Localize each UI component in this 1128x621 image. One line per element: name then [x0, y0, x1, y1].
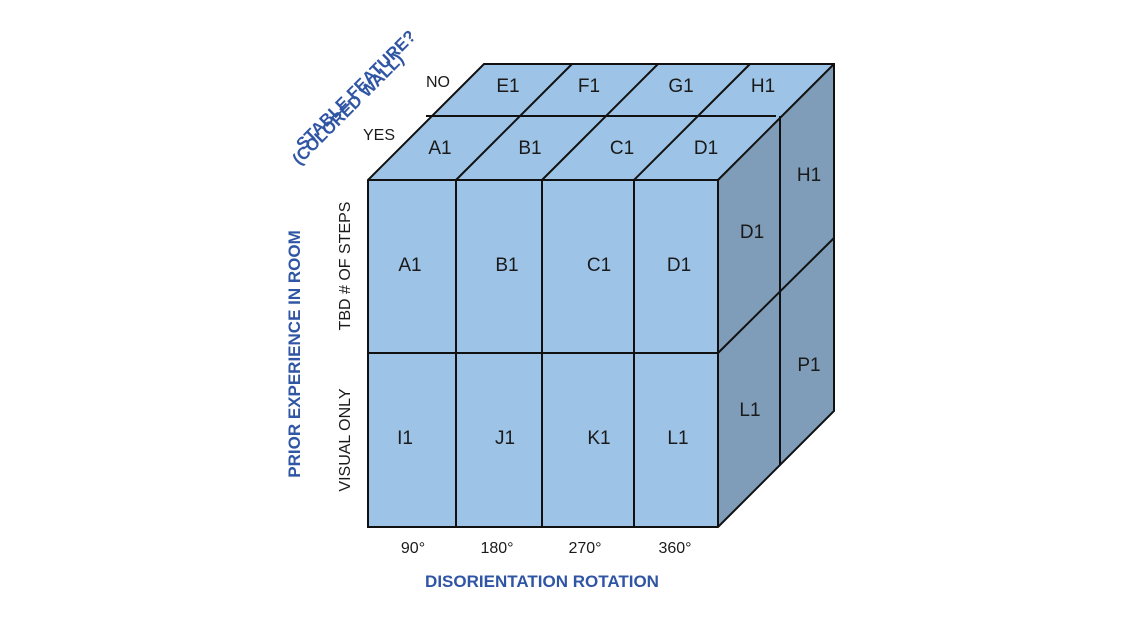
top-cell-label: B1: [518, 138, 541, 159]
side-cell-label: L1: [739, 400, 760, 421]
front-cell-label: J1: [495, 428, 515, 449]
y-tick-label: TBD # OF STEPS: [337, 202, 354, 331]
side-cell-label: H1: [797, 165, 821, 186]
front-cell-label: K1: [587, 428, 610, 449]
top-cell-label: D1: [694, 138, 718, 159]
x-tick-label: 360°: [658, 540, 691, 557]
front-cell-label: C1: [587, 255, 611, 276]
side-divider-horizontal: [717, 237, 835, 354]
front-cell-label: A1: [398, 255, 421, 276]
top-divider-depth-3: [633, 63, 751, 181]
x-tick-label: 270°: [568, 540, 601, 557]
y-tick-label: VISUAL ONLY: [337, 388, 354, 491]
top-cell-label: H1: [751, 76, 775, 97]
z-tick-label: NO: [426, 74, 450, 91]
z-axis-title-line-2: (COLORED WALL): [289, 50, 408, 169]
top-divider-depth-2: [541, 63, 659, 181]
front-cell-label: L1: [667, 428, 688, 449]
cube-top-corner-edge: [717, 63, 835, 181]
side-cell-label: D1: [740, 222, 764, 243]
front-cell-label: I1: [397, 428, 413, 449]
x-tick-label: 180°: [480, 540, 513, 557]
z-tick-label: YES: [363, 127, 395, 144]
cube-outline: [367, 63, 835, 528]
x-tick-label: 90°: [401, 540, 425, 557]
top-cell-label: C1: [610, 138, 634, 159]
top-cell-label: E1: [496, 76, 519, 97]
top-cell-label: A1: [428, 138, 451, 159]
side-cell-label: P1: [797, 355, 820, 376]
front-cell-label: B1: [495, 255, 518, 276]
top-divider-depth-1: [455, 63, 573, 181]
top-cell-label: G1: [668, 76, 693, 97]
x-axis-title: DISORIENTATION ROTATION: [425, 572, 659, 591]
top-cell-label: F1: [578, 76, 600, 97]
front-cell-label: D1: [667, 255, 691, 276]
y-axis-title: PRIOR EXPERIENCE IN ROOM: [285, 230, 304, 477]
